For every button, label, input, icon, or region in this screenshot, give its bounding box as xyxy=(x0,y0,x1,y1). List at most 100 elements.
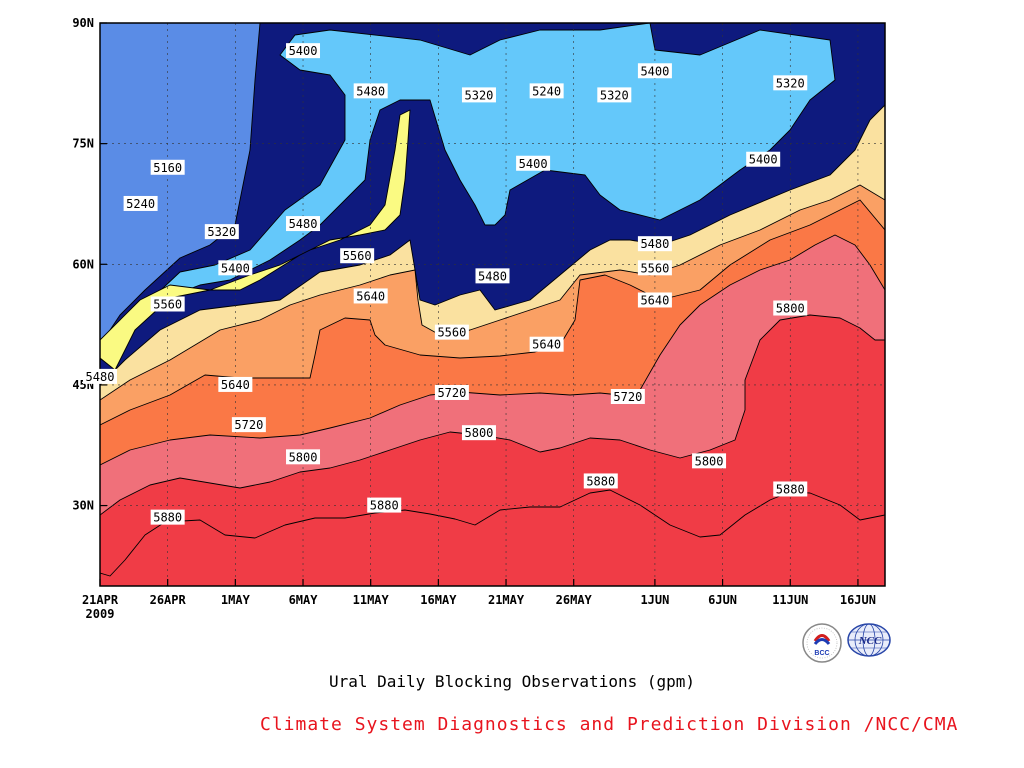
svg-text:5640: 5640 xyxy=(356,289,385,303)
svg-text:5800: 5800 xyxy=(465,426,494,440)
contour-label: 5320 xyxy=(204,224,239,240)
svg-text:5480: 5480 xyxy=(640,237,669,251)
svg-text:5320: 5320 xyxy=(207,225,236,239)
x-tick-label: 16JUN xyxy=(840,593,876,607)
svg-text:5400: 5400 xyxy=(221,261,250,275)
ncc-logo-text: NCC xyxy=(858,635,882,647)
contour-label: 5320 xyxy=(461,87,496,103)
contour-label: 5800 xyxy=(286,449,321,465)
contour-label: 5640 xyxy=(218,376,253,392)
svg-text:5320: 5320 xyxy=(600,88,629,102)
svg-text:5880: 5880 xyxy=(586,474,615,488)
x-tick-label: 6MAY xyxy=(289,593,319,607)
credit-text: Climate System Diagnostics and Predictio… xyxy=(260,714,959,735)
svg-text:5640: 5640 xyxy=(532,338,561,352)
svg-text:5720: 5720 xyxy=(234,418,263,432)
y-tick-label: 75N xyxy=(72,137,94,151)
contour-label: 5240 xyxy=(123,195,158,211)
svg-text:5320: 5320 xyxy=(776,76,805,90)
svg-text:5400: 5400 xyxy=(289,44,318,58)
svg-text:5880: 5880 xyxy=(776,482,805,496)
ncc-logo: NCC xyxy=(847,623,891,657)
svg-text:5320: 5320 xyxy=(465,88,494,102)
contour-label: 5640 xyxy=(353,288,388,304)
x-tick-label: 1JUN xyxy=(640,593,669,607)
contour-label: 5320 xyxy=(597,87,632,103)
contour-label: 5800 xyxy=(773,300,808,316)
bcc-logo-text: BCC xyxy=(814,650,829,657)
svg-text:5560: 5560 xyxy=(640,261,669,275)
contour-band-5960 xyxy=(100,489,885,586)
contour-label: 5400 xyxy=(286,43,321,59)
contour-label: 5800 xyxy=(461,425,496,441)
svg-text:5480: 5480 xyxy=(86,370,115,384)
contour-label: 5560 xyxy=(434,324,469,340)
x-tick-label: 21MAY xyxy=(488,593,525,607)
svg-text:5240: 5240 xyxy=(126,197,155,211)
svg-text:5800: 5800 xyxy=(776,302,805,316)
contour-label: 5480 xyxy=(83,368,117,384)
svg-text:5800: 5800 xyxy=(695,454,724,468)
plot-frame xyxy=(99,22,886,587)
x-tick-label: 26APR xyxy=(150,593,187,607)
svg-text:5560: 5560 xyxy=(437,326,466,340)
contour-label: 5480 xyxy=(475,268,510,284)
x-tick-label: 16MAY xyxy=(420,593,457,607)
contour-label: 5400 xyxy=(746,151,781,167)
svg-text:5640: 5640 xyxy=(221,378,250,392)
contour-label: 5720 xyxy=(434,384,469,400)
svg-text:5560: 5560 xyxy=(153,298,182,312)
contour-label: 5560 xyxy=(637,260,672,276)
x-tick-label: 26MAY xyxy=(556,593,593,607)
svg-text:5480: 5480 xyxy=(289,217,318,231)
contour-label: 5400 xyxy=(637,63,672,79)
bcc-logo: BCC xyxy=(802,623,842,663)
contour-band-5320 xyxy=(100,23,261,346)
contour-band-5480 xyxy=(100,23,411,371)
contour-label: 5560 xyxy=(150,296,185,312)
x-axis-year-label: 2009 xyxy=(86,607,115,621)
contour-label: 5640 xyxy=(637,292,672,308)
svg-text:5720: 5720 xyxy=(613,390,642,404)
chart-title: Ural Daily Blocking Observations (gpm) xyxy=(328,672,696,691)
contour-label: 5880 xyxy=(367,497,402,513)
svg-text:5560: 5560 xyxy=(343,249,372,263)
svg-text:5400: 5400 xyxy=(519,157,548,171)
contour-label: 5480 xyxy=(637,236,672,252)
contour-label: 5880 xyxy=(150,509,185,525)
axes: 21APR 26APR 1MAY 6MAY 11MAY 16MAY 21MAY 26MAY 1J… xyxy=(72,16,876,621)
x-tick-label: 11JUN xyxy=(772,593,808,607)
contour-labels: 5160 5240 5320 5400 5480 5560 5640 5560 5480 5640… xyxy=(83,43,808,525)
contour-label: 5720 xyxy=(610,388,645,404)
contour-label: 5400 xyxy=(516,155,551,171)
contour-label: 5240 xyxy=(529,83,564,99)
svg-text:5720: 5720 xyxy=(437,386,466,400)
svg-text:5240: 5240 xyxy=(532,84,561,98)
contour-band-5880 xyxy=(100,314,885,586)
svg-text:5800: 5800 xyxy=(289,450,318,464)
plot-area xyxy=(100,23,885,586)
svg-text:5400: 5400 xyxy=(640,64,669,78)
svg-text:5480: 5480 xyxy=(478,269,507,283)
contour-label: 5800 xyxy=(692,453,727,469)
x-tick-label: 21APR xyxy=(82,593,119,607)
y-tick-label: 30N xyxy=(72,499,94,513)
x-tick-label: 1MAY xyxy=(221,593,251,607)
x-tick-label: 11MAY xyxy=(353,593,390,607)
svg-text:5640: 5640 xyxy=(640,293,669,307)
contour-label: 5560 xyxy=(340,248,375,264)
contour-label: 5880 xyxy=(583,473,618,489)
contour-label: 5160 xyxy=(150,159,185,175)
contour-label: 5320 xyxy=(773,75,808,91)
svg-text:5480: 5480 xyxy=(356,84,385,98)
contour-label: 5720 xyxy=(231,417,266,433)
contour-label: 5880 xyxy=(773,481,808,497)
contour-label: 5640 xyxy=(529,336,564,352)
svg-text:5160: 5160 xyxy=(153,161,182,175)
svg-text:5400: 5400 xyxy=(749,153,778,167)
y-tick-label: 60N xyxy=(72,257,94,271)
contour-label: 5480 xyxy=(286,216,321,232)
contour-label: 5480 xyxy=(353,83,388,99)
svg-text:5880: 5880 xyxy=(153,511,182,525)
